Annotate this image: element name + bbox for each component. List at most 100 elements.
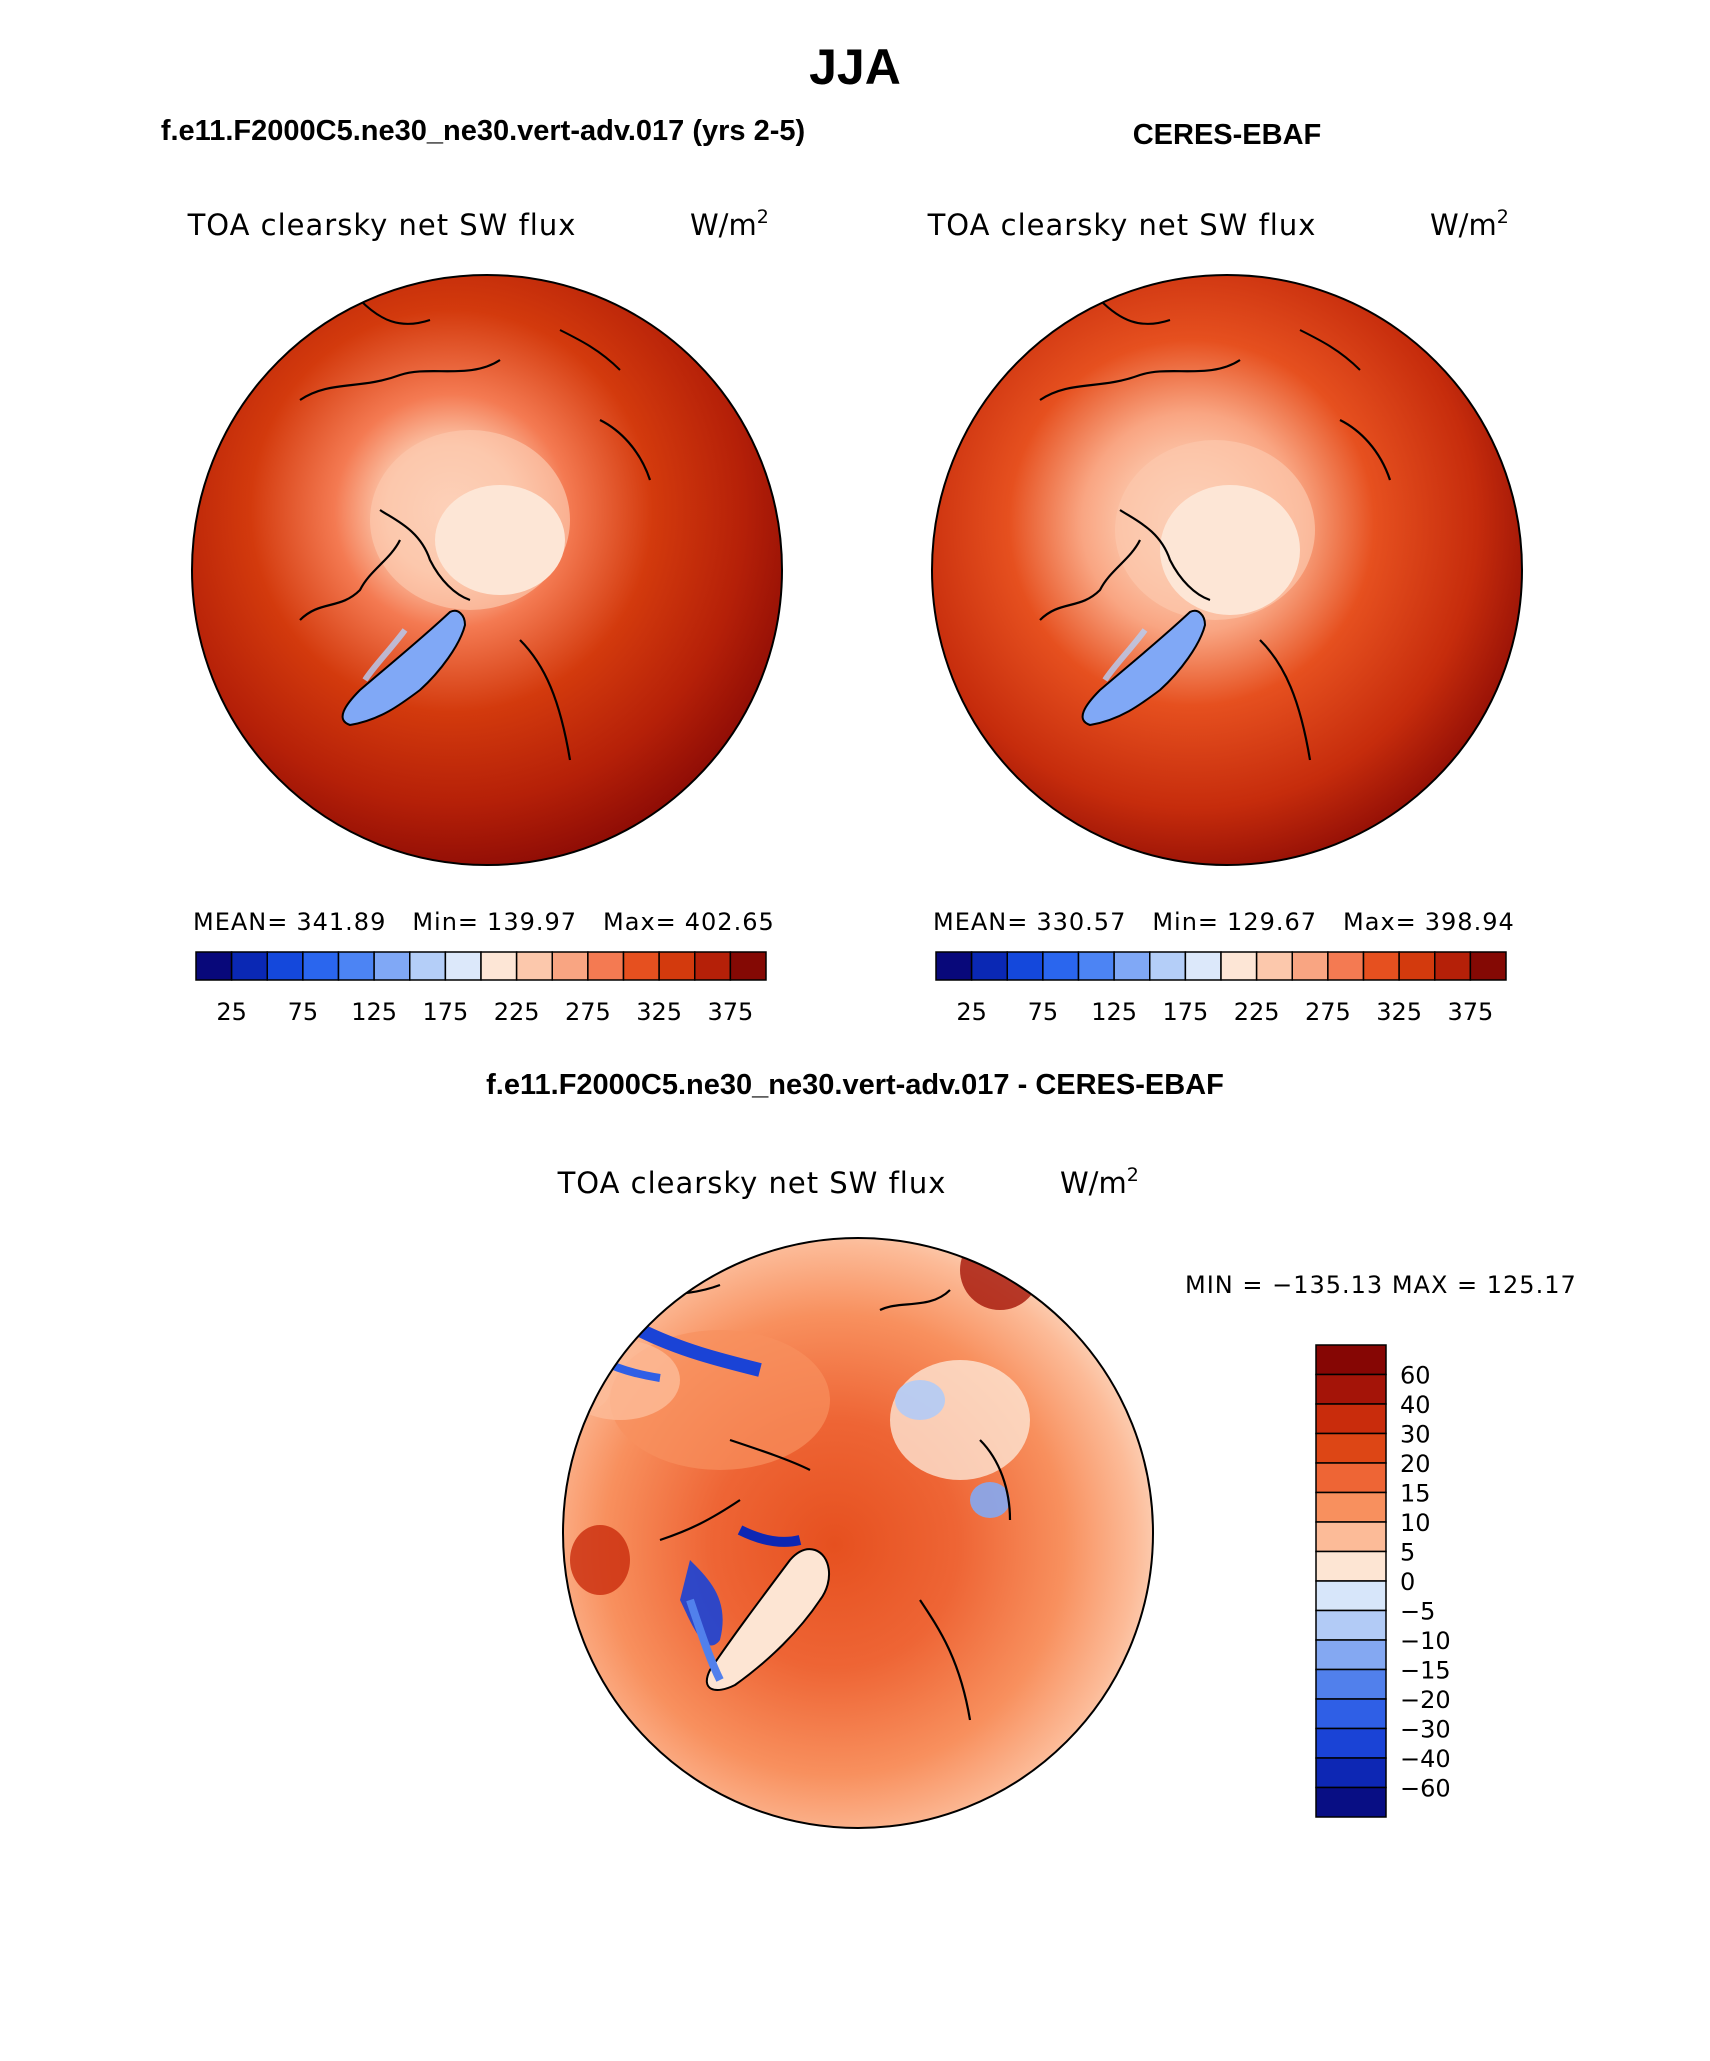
- colorbar-swatch: [1315, 1609, 1387, 1641]
- panel-obs-variable: TOA clearsky net SW flux: [927, 208, 1317, 242]
- colorbar-swatch: [1255, 951, 1293, 981]
- coastline: [299, 359, 652, 761]
- colorbar-tick-label: 75: [1028, 998, 1059, 1026]
- colorbar-swatch: [1315, 1344, 1387, 1376]
- figure-title: JJA: [809, 39, 901, 95]
- panel-diff-units: W/m2: [1060, 1164, 1139, 1200]
- colorbar-swatch: [935, 951, 973, 981]
- panel-model-units: W/m2: [690, 206, 769, 242]
- panel-obs-map: [932, 275, 1522, 865]
- panel-obs-stats: MEAN= 330.57 Min= 129.67 Max= 398.94: [933, 908, 1515, 936]
- colorbar-tick-label: 75: [288, 998, 319, 1026]
- colorbar-tick-label: 30: [1400, 1421, 1431, 1449]
- colorbar-swatch: [1006, 951, 1044, 981]
- colorbar-swatch: [195, 951, 233, 981]
- colorbar-swatch: [1315, 1491, 1387, 1523]
- panel-model-map-border: [191, 274, 783, 866]
- colorbar-swatch: [1315, 1373, 1387, 1405]
- panel-diff-variable: TOA clearsky net SW flux: [557, 1166, 947, 1200]
- colorbar-tick-label: 0: [1400, 1568, 1415, 1596]
- colorbar-swatch: [1291, 951, 1329, 981]
- colorbar-swatch: [409, 951, 447, 981]
- colorbar-swatch: [444, 951, 482, 981]
- colorbar-tick-label: 375: [1447, 998, 1493, 1026]
- greenland-ice: [1081, 609, 1207, 727]
- colorbar-tick-label: 325: [636, 998, 682, 1026]
- colorbar-swatch: [480, 951, 518, 981]
- greenland-diff: [705, 1548, 831, 1691]
- colorbar-swatch: [1315, 1580, 1387, 1612]
- colorbar-swatch: [1077, 951, 1115, 981]
- colorbar-swatch: [1469, 951, 1507, 981]
- colorbar-swatch: [1220, 951, 1258, 981]
- colorbar-tick-label: −20: [1400, 1686, 1451, 1714]
- colorbar-tick-label: 25: [216, 998, 247, 1026]
- colorbar-swatch: [658, 951, 696, 981]
- colorbar-tick-label: 125: [1091, 998, 1137, 1026]
- panel-model-map: [192, 275, 782, 865]
- coastline: [1039, 359, 1392, 761]
- colorbar-swatch: [587, 951, 625, 981]
- colorbar-tick-label: 325: [1376, 998, 1422, 1026]
- colorbar-tick-label: 225: [1234, 998, 1280, 1026]
- colorbar-swatch: [337, 951, 375, 981]
- colorbar-tick-label: 40: [1400, 1391, 1431, 1419]
- colorbar-swatch: [1315, 1550, 1387, 1582]
- colorbar-tick-label: 25: [956, 998, 987, 1026]
- colorbar-tick-label: 20: [1400, 1450, 1431, 1478]
- colorbar-swatch: [230, 951, 268, 981]
- colorbar-swatch: [729, 951, 767, 981]
- colorbar-tick-label: 175: [422, 998, 468, 1026]
- colorbar-tick-label: −5: [1400, 1598, 1435, 1626]
- panel-model: f.e11.F2000C5.ne30_ne30.vert-adv.017 (yr…: [161, 115, 805, 1026]
- panel-model-colorbar: 25 75 125 175 225 275 325 375: [195, 951, 767, 1026]
- colorbar-swatch: [1315, 1521, 1387, 1553]
- colorbar-swatch: [694, 951, 732, 981]
- colorbar-swatch: [622, 951, 660, 981]
- colorbar-swatch: [373, 951, 411, 981]
- colorbar-tick-label: 5: [1400, 1539, 1415, 1567]
- colorbar-swatch: [1315, 1462, 1387, 1494]
- colorbar-swatch: [1184, 951, 1222, 981]
- colorbar-tick-label: 125: [351, 998, 397, 1026]
- colorbar-tick-label: 275: [565, 998, 611, 1026]
- colorbar-swatch: [1113, 951, 1151, 981]
- colorbar-swatch: [551, 951, 589, 981]
- colorbar-tick-label: −30: [1400, 1716, 1451, 1744]
- colorbar-swatch: [1315, 1786, 1387, 1818]
- colorbar-swatch: [1315, 1698, 1387, 1730]
- colorbar-tick-label: −60: [1400, 1775, 1451, 1803]
- colorbar-tick-label: 60: [1400, 1362, 1431, 1390]
- colorbar-swatch: [1434, 951, 1472, 981]
- panel-obs-colorbar: 25 75 125 175 225 275 325 375: [935, 951, 1507, 1026]
- colorbar-swatch: [1315, 1403, 1387, 1435]
- panel-obs-units: W/m2: [1430, 206, 1509, 242]
- colorbar-tick-label: 175: [1162, 998, 1208, 1026]
- colorbar-tick-label: −10: [1400, 1627, 1451, 1655]
- colorbar-swatch: [1315, 1432, 1387, 1464]
- panel-model-stats: MEAN= 341.89 Min= 139.97 Max= 402.65: [193, 908, 775, 936]
- panel-model-title: f.e11.F2000C5.ne30_ne30.vert-adv.017 (yr…: [161, 115, 805, 147]
- colorbar-swatch: [1327, 951, 1365, 981]
- panel-diff-stats: MIN = −135.13 MAX = 125.17: [1185, 1271, 1577, 1299]
- colorbar-swatch: [970, 951, 1008, 981]
- colorbar-swatch: [266, 951, 304, 981]
- colorbar-swatch: [1362, 951, 1400, 981]
- panel-obs: CERES-EBAF TOA clearsky net SW flux W/m2…: [927, 119, 1523, 1026]
- colorbar-tick-label: 225: [494, 998, 540, 1026]
- colorbar-swatch: [1149, 951, 1187, 981]
- greenland-ice: [341, 609, 467, 727]
- panel-obs-map-border: [931, 274, 1523, 866]
- colorbar-swatch: [1315, 1757, 1387, 1789]
- panel-diff-map: [563, 1238, 1153, 1828]
- panel-obs-title: CERES-EBAF: [1133, 119, 1322, 151]
- colorbar-tick-label: 375: [707, 998, 753, 1026]
- colorbar-swatch: [1398, 951, 1436, 981]
- panel-diff: f.e11.F2000C5.ne30_ne30.vert-adv.017 - C…: [486, 1069, 1577, 1829]
- panel-model-variable: TOA clearsky net SW flux: [187, 208, 577, 242]
- colorbar-swatch: [1042, 951, 1080, 981]
- colorbar-tick-label: 10: [1400, 1509, 1431, 1537]
- colorbar-swatch: [1315, 1639, 1387, 1671]
